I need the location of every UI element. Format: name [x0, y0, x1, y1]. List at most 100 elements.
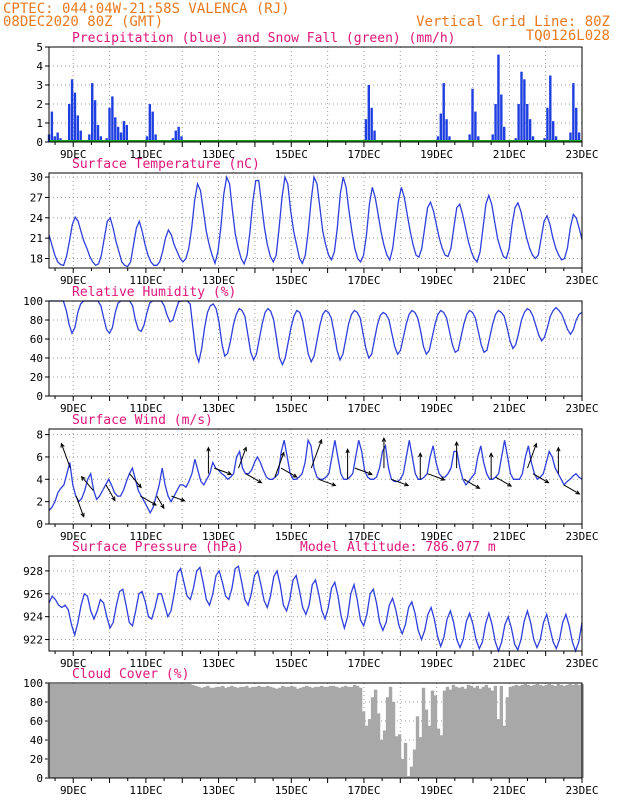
precip-bar — [546, 107, 549, 142]
cloud-bar — [131, 683, 135, 778]
wind-arrow-head — [292, 473, 298, 478]
precip-bar — [468, 134, 471, 142]
x-day-label: 9DEC — [60, 784, 87, 797]
wind-arrow — [156, 495, 165, 509]
plot-frame — [48, 46, 583, 143]
precip-bar — [477, 136, 480, 142]
precip-bar — [471, 88, 474, 142]
wind-arrow — [463, 478, 480, 489]
cloud-bar — [290, 685, 294, 778]
cloud-bar — [95, 683, 99, 778]
cloud-bar — [260, 686, 264, 778]
cloud-bar — [122, 683, 126, 778]
precip-bar — [370, 107, 373, 142]
x-day-label: 17DEC — [347, 657, 380, 670]
plot-frame — [48, 172, 583, 269]
precip-title: Precipitation (blue) and Snow Fall (gree… — [72, 31, 456, 46]
cloud-bar — [278, 687, 282, 778]
precip-bar — [367, 85, 370, 142]
precip-bar — [526, 104, 529, 142]
wind-arrow — [129, 473, 142, 488]
cloud-bar — [65, 683, 69, 778]
wind-arrow — [140, 495, 157, 506]
x-day-label: 15DEC — [275, 657, 308, 670]
plot-frame — [48, 682, 583, 779]
cloud-bar — [418, 737, 423, 778]
cloud-bar — [311, 687, 315, 778]
wind-arrow-head — [80, 475, 86, 481]
wind-arrow-head — [242, 446, 247, 452]
precip-bar — [503, 126, 506, 142]
wind-arrow-head — [152, 501, 157, 506]
cloud-bar — [221, 685, 225, 778]
precip-bar — [50, 111, 54, 142]
cloud-bar — [391, 702, 396, 778]
wind-arrow-head — [345, 448, 350, 454]
y-tick-label: 5 — [36, 41, 43, 54]
cloud-bar — [493, 685, 498, 778]
y-tick-label: 24 — [30, 212, 44, 225]
y-tick-label: 60 — [30, 333, 43, 346]
precip-bar — [549, 75, 552, 142]
cloud-bar — [272, 687, 276, 778]
wind-arrow-head — [206, 446, 211, 452]
cloud-bar — [328, 685, 333, 778]
cloud-bar — [337, 687, 342, 778]
cloud-bar — [137, 683, 141, 778]
precip-bar — [122, 121, 126, 142]
x-day-label: 9DEC — [60, 274, 87, 287]
cloud-bar — [293, 686, 297, 778]
y-tick-label: 60 — [30, 715, 43, 728]
pressure-altitude: Model Altitude: 786.077 m — [300, 540, 496, 555]
cloud-bar — [352, 684, 357, 778]
wind-arrow-head — [404, 482, 410, 487]
header-station: CPTEC: 044:04W-21:58S VALENCA (RJ) — [3, 1, 290, 17]
precip-bar — [91, 83, 94, 142]
y-tick-label: 100 — [23, 677, 43, 690]
cloud-bar — [478, 688, 483, 778]
x-day-label: 15DEC — [275, 784, 308, 797]
precip-bar — [145, 136, 149, 142]
x-day-label: 11DEC — [129, 657, 162, 670]
wind-arrow — [171, 495, 185, 502]
x-day-label: 11DEC — [129, 148, 162, 161]
wind-arrow — [532, 473, 549, 484]
y-tick-label: 20 — [30, 753, 43, 766]
cloud-bar — [517, 685, 522, 778]
cloud-bar — [553, 685, 557, 778]
x-day-label: 23DEC — [565, 402, 598, 415]
cloud-bar — [451, 684, 456, 778]
precip-bar — [520, 71, 523, 142]
cloud-bar — [185, 683, 189, 778]
cloud-bar — [340, 686, 345, 778]
y-tick-label: 4 — [36, 473, 43, 486]
y-tick-label: 0 — [36, 136, 43, 149]
precip-bar — [76, 115, 80, 142]
wind-arrow-head — [318, 438, 323, 444]
cloud-bar — [149, 683, 153, 778]
pressure-title: Surface Pressure (hPa) — [72, 540, 244, 555]
precip-bar — [551, 121, 555, 142]
wind-arrow-head — [381, 436, 387, 442]
cloud-bar — [296, 688, 300, 778]
x-day-label: 19DEC — [420, 530, 453, 543]
wind-title: Surface Wind (m/s) — [72, 413, 213, 428]
x-day-label: 13DEC — [202, 657, 235, 670]
y-tick-label: 6 — [36, 451, 43, 464]
precip-bar — [114, 117, 117, 142]
y-tick-label: 4 — [36, 60, 43, 73]
cloud-bar — [263, 686, 267, 778]
cloud-bar — [457, 687, 462, 778]
x-day-label: 17DEC — [347, 530, 380, 543]
cloud-bar — [176, 683, 180, 778]
x-day-label: 21DEC — [493, 657, 526, 670]
x-day-label: 23DEC — [565, 530, 598, 543]
precip-bar — [517, 104, 520, 142]
x-day-label: 15DEC — [275, 402, 308, 415]
cloud-bar — [571, 684, 575, 778]
cloud-bar — [68, 683, 72, 778]
precip-bar — [491, 134, 494, 142]
cloud-bar — [167, 683, 171, 778]
wind-arrow-head — [556, 446, 561, 452]
cloud-bar — [134, 683, 138, 778]
